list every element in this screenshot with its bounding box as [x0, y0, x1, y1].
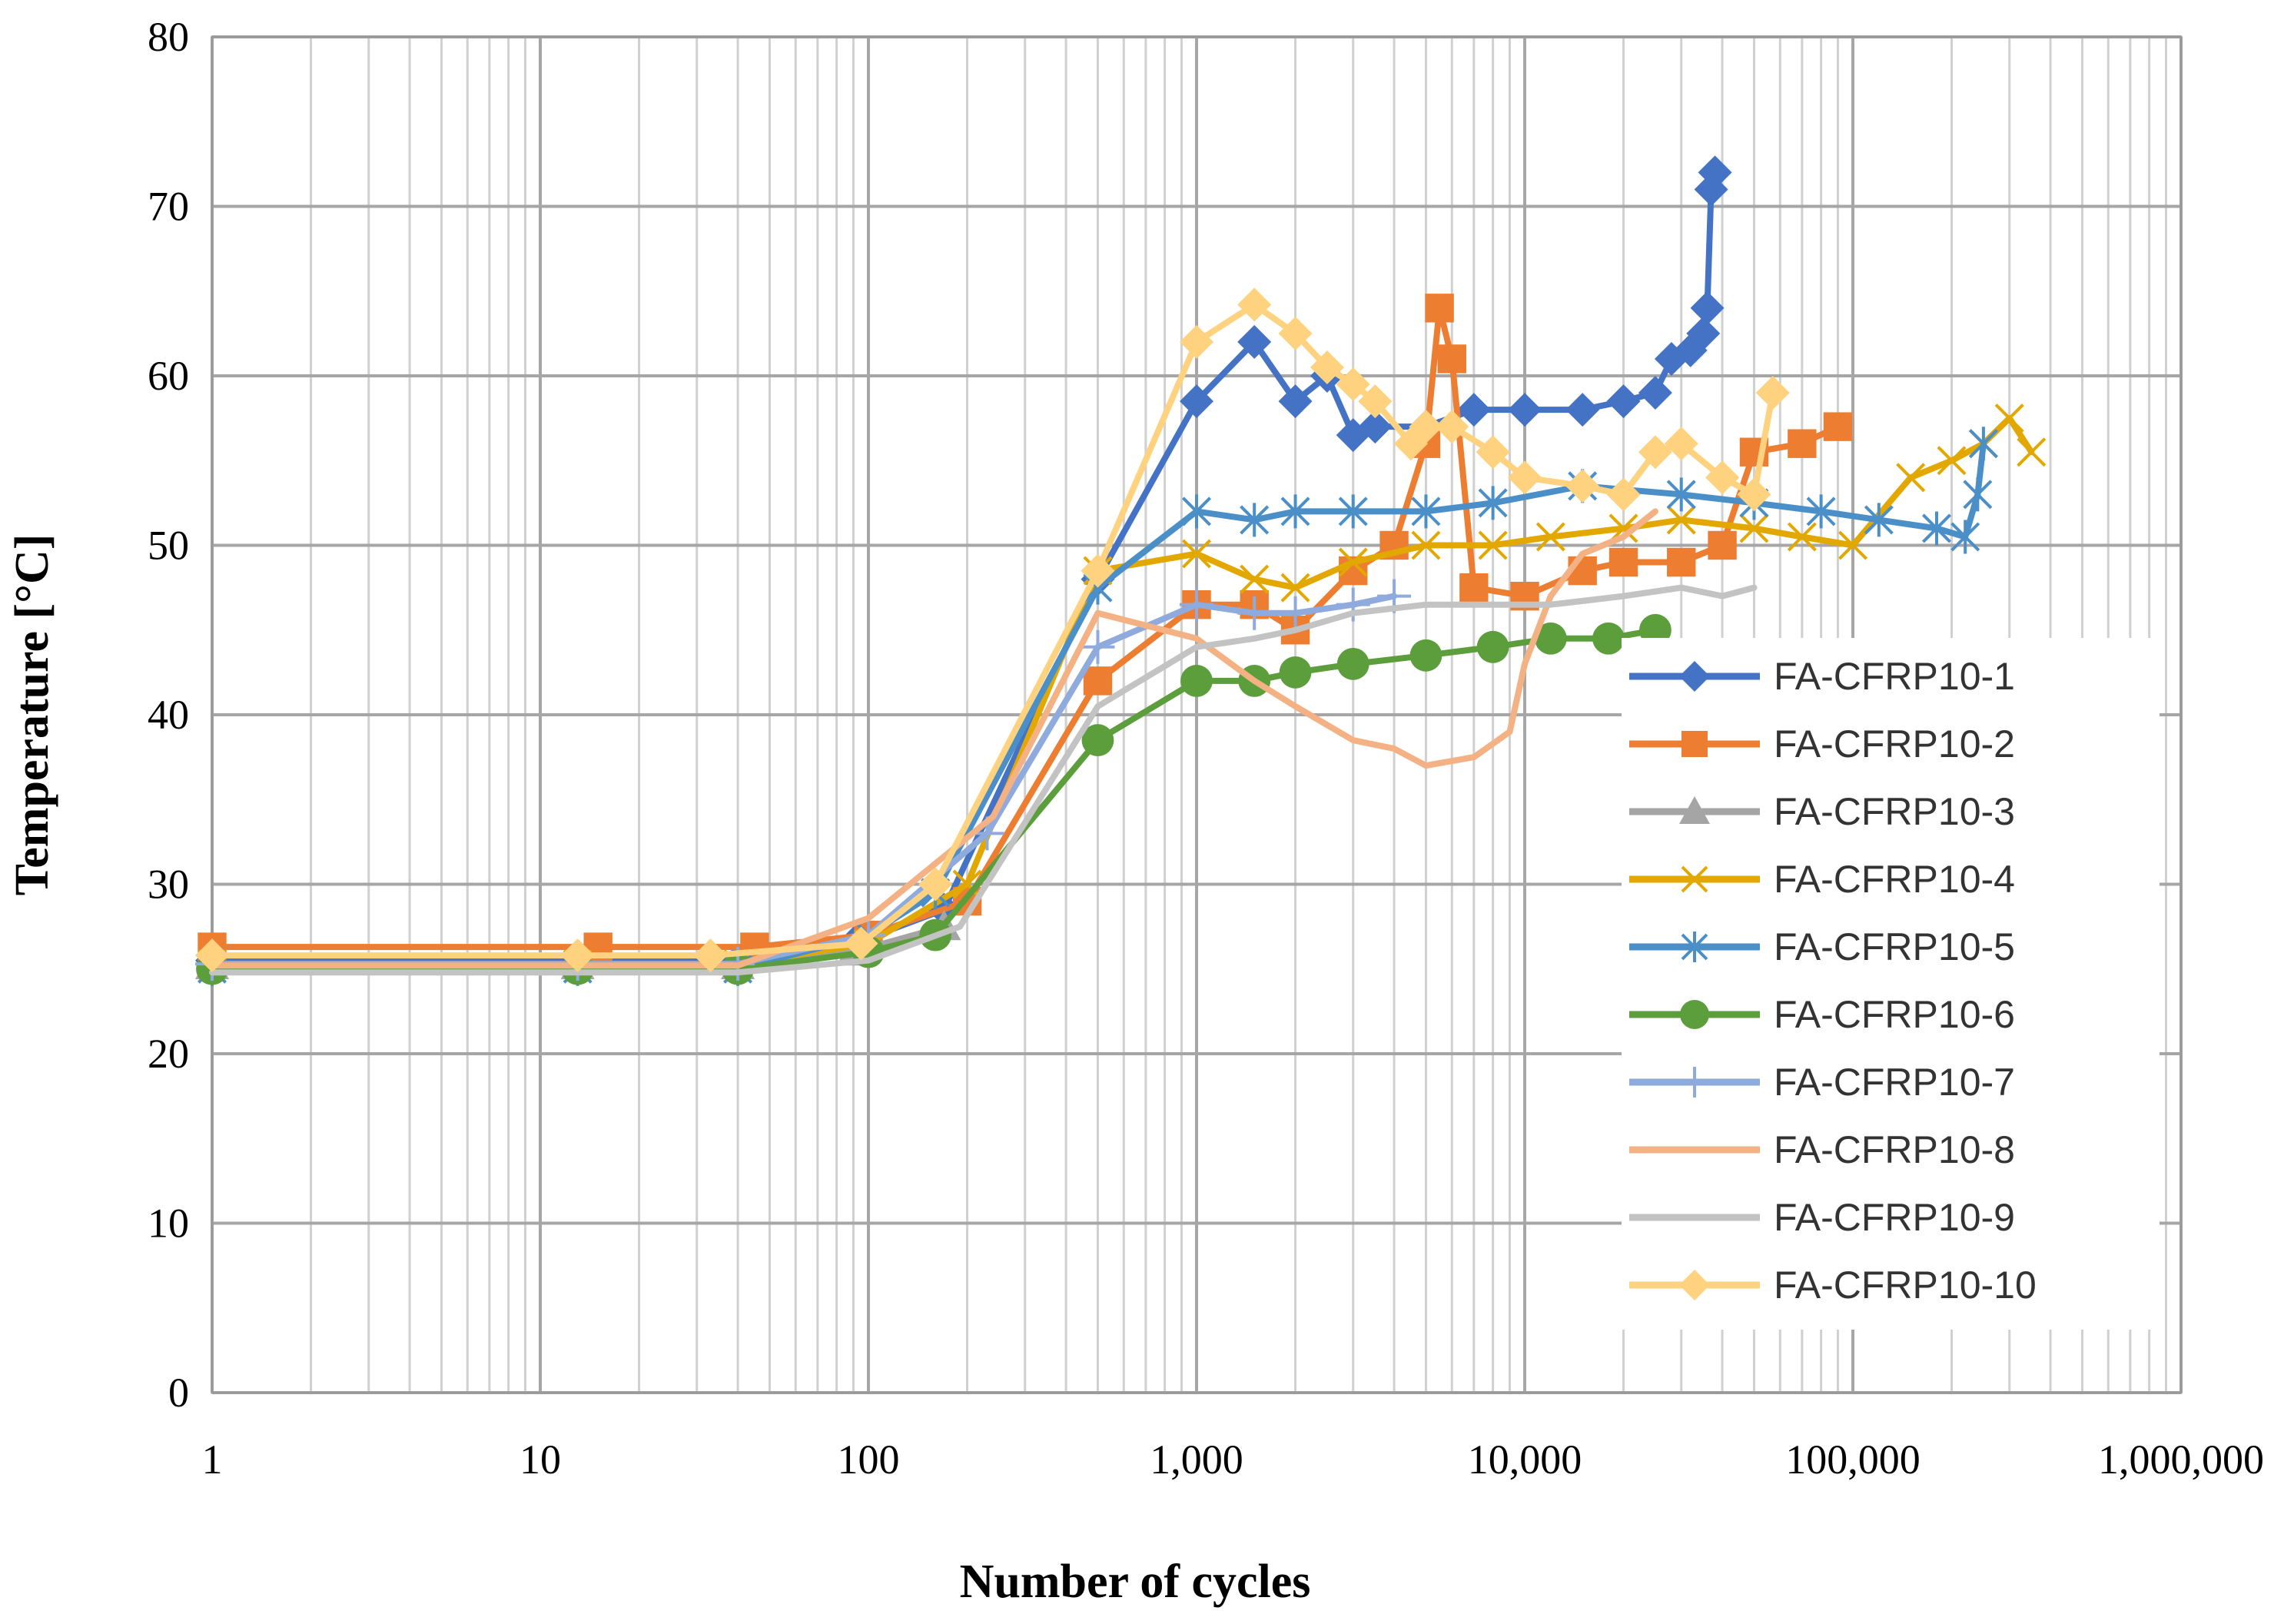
- x-tick-label: 1,000,000: [2098, 1436, 2264, 1483]
- y-tick-label: 0: [168, 1370, 189, 1416]
- y-tick-label: 70: [148, 184, 189, 230]
- y-tick-label: 10: [148, 1201, 189, 1247]
- x-tick-label: 1: [202, 1436, 223, 1483]
- y-tick-label: 80: [148, 14, 189, 60]
- legend-label: FA-CFRP10-9: [1774, 1196, 2015, 1239]
- data-point: [1609, 548, 1638, 576]
- data-point: [1459, 573, 1488, 602]
- data-point: [1667, 548, 1695, 576]
- y-tick-label: 50: [148, 523, 189, 569]
- data-point: [1410, 639, 1442, 672]
- legend-label: FA-CFRP10-4: [1774, 858, 2015, 901]
- x-tick-label: 1,000: [1150, 1436, 1243, 1483]
- y-tick-label: 20: [148, 1031, 189, 1077]
- data-point: [1280, 656, 1312, 689]
- data-point: [1425, 294, 1453, 322]
- legend-marker: [1680, 1000, 1709, 1029]
- legend-label: FA-CFRP10-2: [1774, 722, 2015, 766]
- data-point: [1477, 631, 1509, 663]
- data-point: [1438, 344, 1466, 373]
- data-point: [1337, 648, 1369, 680]
- legend-label: FA-CFRP10-1: [1774, 655, 2015, 698]
- data-point: [1788, 430, 1816, 458]
- temperature-vs-cycles-chart: 0 10 20 30 40 50 60 70 80 1 10 100 1,000 10,000 100,0…: [0, 0, 2294, 1624]
- data-point: [1180, 665, 1213, 697]
- y-tick-label: 30: [148, 862, 189, 908]
- y-axis-tick-labels: 0 10 20 30 40 50 60 70 80: [148, 14, 189, 1416]
- x-tick-label: 10: [520, 1436, 561, 1483]
- y-axis-title: Temperature [°C]: [6, 534, 58, 896]
- legend-label: FA-CFRP10-10: [1774, 1264, 2037, 1307]
- data-point: [1084, 666, 1112, 695]
- x-tick-label: 100: [838, 1436, 900, 1483]
- x-tick-label: 100,000: [1785, 1436, 1921, 1483]
- legend-label: FA-CFRP10-6: [1774, 993, 2015, 1036]
- data-point: [1708, 531, 1736, 560]
- legend-label: FA-CFRP10-8: [1774, 1128, 2015, 1171]
- legend-marker: [1681, 731, 1708, 757]
- legend-label: FA-CFRP10-7: [1774, 1061, 2015, 1104]
- x-axis-title: Number of cycles: [960, 1556, 1311, 1608]
- data-point: [1824, 412, 1852, 440]
- y-tick-label: 60: [148, 353, 189, 399]
- legend: FA-CFRP10-1 FA-CFRP10-2 FA-CFRP10-3 FA-CFRP…: [1622, 638, 2160, 1330]
- data-point: [1592, 623, 1625, 655]
- legend-label: FA-CFRP10-3: [1774, 790, 2015, 833]
- y-tick-label: 40: [148, 692, 189, 738]
- x-tick-label: 10,000: [1468, 1436, 1582, 1483]
- legend-label: FA-CFRP10-5: [1774, 925, 2015, 968]
